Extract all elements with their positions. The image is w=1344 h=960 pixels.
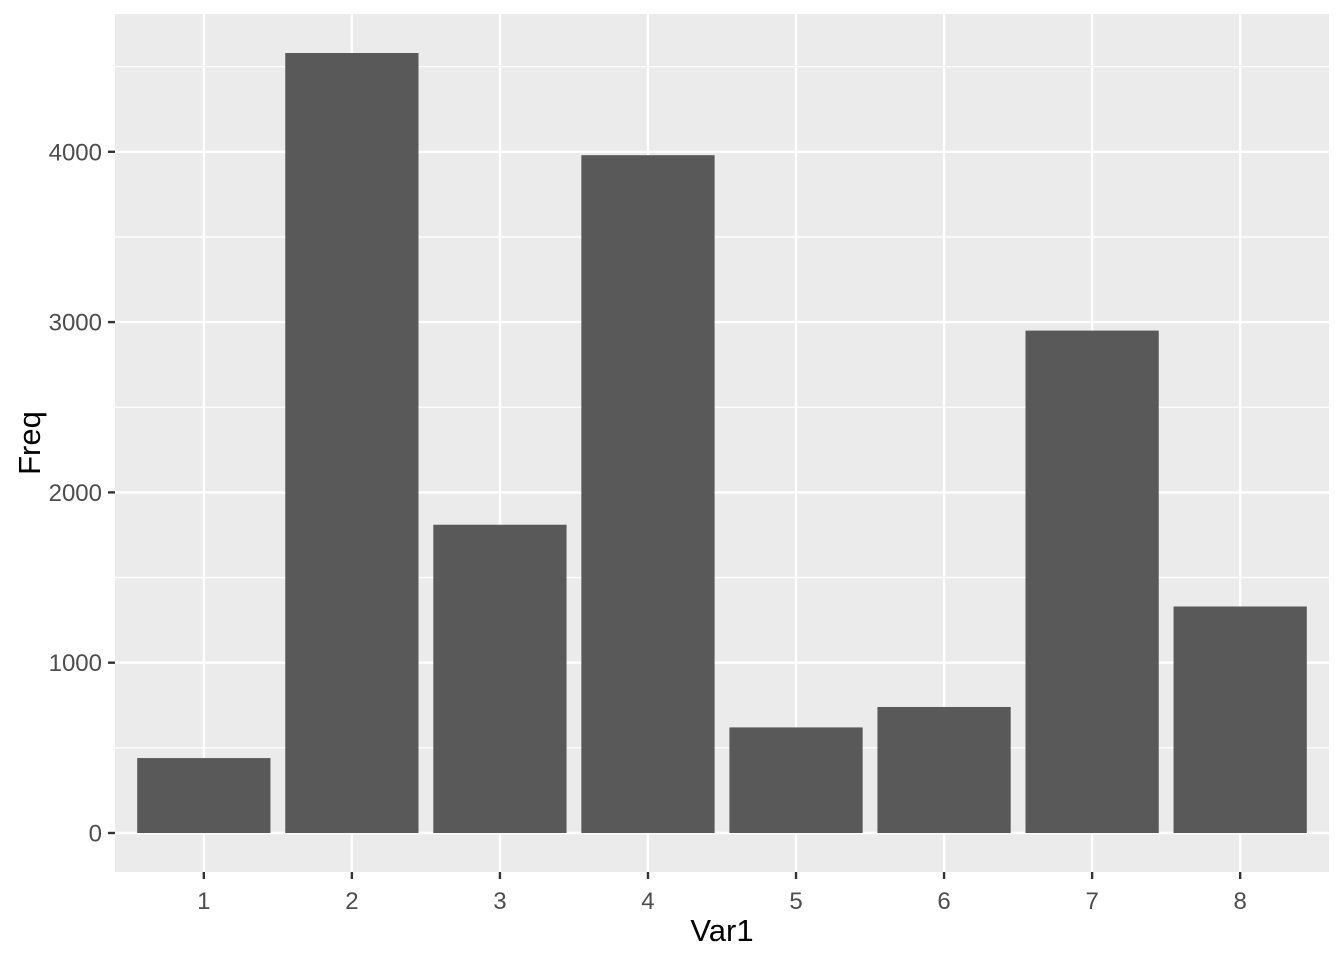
y-axis-title: Freq xyxy=(12,411,47,475)
bar-7 xyxy=(1025,330,1159,833)
bar-8 xyxy=(1173,606,1307,833)
y-tick-label-4000: 4000 xyxy=(49,139,102,166)
x-tick-label-5: 5 xyxy=(789,888,802,915)
x-axis-title: Var1 xyxy=(690,913,753,948)
x-tick-label-3: 3 xyxy=(493,888,506,915)
bar-2 xyxy=(285,53,419,833)
bar-5 xyxy=(729,727,863,833)
bar-1 xyxy=(137,758,271,833)
bar-4 xyxy=(581,155,715,833)
x-tick-label-6: 6 xyxy=(937,888,950,915)
y-tick-label-1000: 1000 xyxy=(49,650,102,677)
x-tick-label-4: 4 xyxy=(641,888,654,915)
x-tick-label-8: 8 xyxy=(1233,888,1246,915)
y-tick-label-3000: 3000 xyxy=(49,310,102,337)
x-tick-label-2: 2 xyxy=(345,888,358,915)
y-tick-label-0: 0 xyxy=(89,821,102,848)
bar-3 xyxy=(433,524,567,833)
bar-6 xyxy=(877,706,1011,833)
x-tick-label-7: 7 xyxy=(1085,888,1098,915)
x-tick-label-1: 1 xyxy=(197,888,210,915)
y-tick-label-2000: 2000 xyxy=(49,480,102,507)
